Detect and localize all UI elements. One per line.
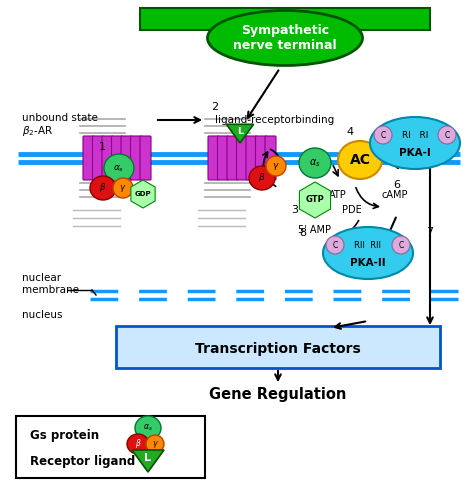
Text: 2: 2: [211, 102, 219, 112]
Text: Gs protein: Gs protein: [30, 428, 99, 441]
Ellipse shape: [146, 435, 164, 453]
FancyBboxPatch shape: [16, 416, 205, 478]
Text: C: C: [398, 241, 404, 249]
Ellipse shape: [338, 141, 382, 179]
Text: $\beta$: $\beta$: [258, 171, 266, 184]
Text: AC: AC: [349, 153, 371, 167]
FancyBboxPatch shape: [121, 136, 132, 180]
Ellipse shape: [104, 154, 134, 182]
Text: RI   RI: RI RI: [402, 131, 428, 139]
FancyBboxPatch shape: [140, 136, 151, 180]
FancyBboxPatch shape: [83, 136, 94, 180]
Ellipse shape: [90, 176, 116, 200]
Text: PKA-II: PKA-II: [350, 258, 386, 268]
Text: membrane: membrane: [22, 285, 79, 295]
Text: $\beta_2$-AR: $\beta_2$-AR: [22, 124, 53, 138]
Text: Transcription Factors: Transcription Factors: [195, 342, 361, 356]
Ellipse shape: [299, 148, 331, 178]
Ellipse shape: [208, 11, 363, 65]
Text: nuclear: nuclear: [22, 273, 61, 283]
Text: 4: 4: [346, 127, 354, 137]
FancyBboxPatch shape: [246, 136, 257, 180]
Polygon shape: [227, 124, 254, 143]
Text: $\alpha_s$: $\alpha_s$: [309, 157, 321, 169]
FancyBboxPatch shape: [111, 136, 122, 180]
FancyBboxPatch shape: [208, 136, 219, 180]
Text: Receptor ligand: Receptor ligand: [30, 455, 135, 469]
FancyBboxPatch shape: [116, 326, 440, 368]
Text: 8: 8: [300, 228, 307, 238]
Ellipse shape: [392, 236, 410, 254]
FancyBboxPatch shape: [218, 136, 228, 180]
Text: 6: 6: [393, 180, 401, 190]
Ellipse shape: [326, 236, 344, 254]
Ellipse shape: [370, 117, 460, 169]
Ellipse shape: [266, 156, 286, 176]
FancyBboxPatch shape: [92, 136, 103, 180]
Ellipse shape: [127, 434, 149, 454]
Text: cAMP: cAMP: [382, 190, 408, 200]
Text: Gene Regulation: Gene Regulation: [210, 388, 346, 403]
Text: 7: 7: [427, 227, 434, 237]
Text: $\alpha_s$: $\alpha_s$: [113, 164, 125, 174]
Polygon shape: [132, 450, 164, 472]
Text: $\beta$: $\beta$: [100, 182, 107, 195]
FancyBboxPatch shape: [237, 136, 247, 180]
Text: 5' AMP: 5' AMP: [299, 225, 331, 235]
FancyBboxPatch shape: [130, 136, 142, 180]
Text: L: L: [145, 453, 152, 463]
Text: C: C: [380, 131, 386, 139]
Ellipse shape: [249, 166, 275, 190]
Text: PKA-I: PKA-I: [399, 148, 431, 158]
Text: $\alpha_s$: $\alpha_s$: [143, 423, 153, 433]
FancyBboxPatch shape: [227, 136, 238, 180]
Text: unbound state: unbound state: [22, 113, 98, 123]
Ellipse shape: [113, 178, 133, 198]
Ellipse shape: [135, 416, 161, 440]
Text: $\gamma$: $\gamma$: [152, 439, 158, 450]
Ellipse shape: [374, 126, 392, 144]
Text: 6: 6: [383, 143, 391, 153]
Text: PDE: PDE: [342, 205, 362, 215]
Text: ATP: ATP: [329, 190, 347, 200]
Text: 1: 1: [99, 142, 106, 152]
FancyBboxPatch shape: [255, 136, 266, 180]
Text: C: C: [332, 241, 337, 249]
Text: 7: 7: [351, 260, 358, 270]
Ellipse shape: [438, 126, 456, 144]
Ellipse shape: [323, 227, 413, 279]
Text: GDP: GDP: [135, 191, 151, 197]
Text: Sympathetic
nerve terminal: Sympathetic nerve terminal: [233, 24, 337, 52]
Text: C: C: [444, 131, 450, 139]
Text: $\gamma$: $\gamma$: [272, 161, 280, 171]
FancyBboxPatch shape: [265, 136, 276, 180]
FancyBboxPatch shape: [102, 136, 113, 180]
Text: GTP: GTP: [306, 196, 324, 205]
FancyBboxPatch shape: [140, 8, 430, 30]
Text: 3: 3: [292, 205, 299, 215]
Text: $\beta$: $\beta$: [135, 438, 141, 451]
Text: 5: 5: [348, 170, 356, 180]
Text: nucleus: nucleus: [22, 310, 63, 320]
Text: L: L: [237, 127, 243, 136]
Text: $\gamma$: $\gamma$: [119, 182, 127, 194]
Text: ligand-receptorbinding: ligand-receptorbinding: [215, 115, 334, 125]
Text: RII  RII: RII RII: [355, 241, 382, 249]
